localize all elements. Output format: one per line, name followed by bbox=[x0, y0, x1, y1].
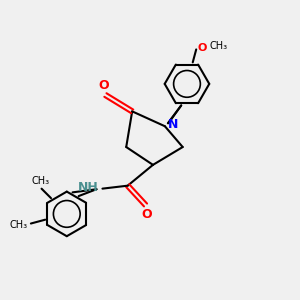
Text: O: O bbox=[198, 43, 207, 53]
Text: O: O bbox=[99, 79, 109, 92]
Text: CH₃: CH₃ bbox=[9, 220, 27, 230]
Text: N: N bbox=[168, 118, 178, 131]
Text: CH₃: CH₃ bbox=[31, 176, 49, 186]
Text: CH₃: CH₃ bbox=[210, 41, 228, 52]
Text: O: O bbox=[142, 208, 152, 221]
Text: NH: NH bbox=[78, 181, 99, 194]
